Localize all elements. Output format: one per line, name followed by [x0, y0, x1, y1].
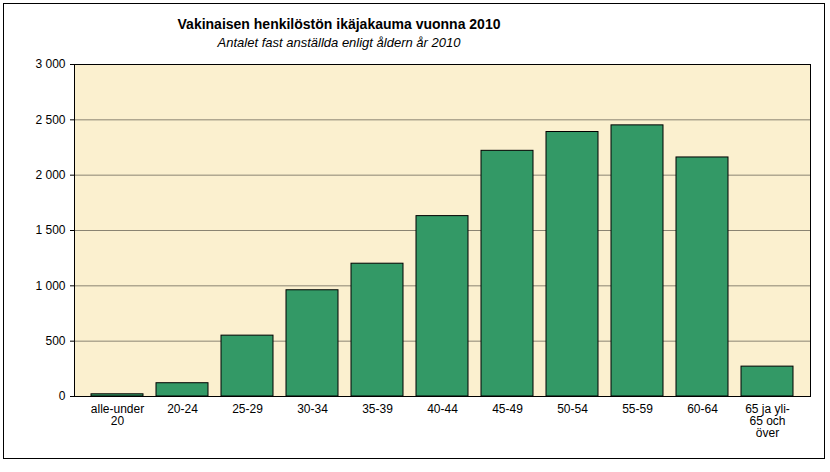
svg-text:35-39: 35-39: [362, 402, 393, 416]
svg-text:30-34: 30-34: [297, 402, 328, 416]
svg-text:1 000: 1 000: [35, 279, 65, 293]
svg-text:2 000: 2 000: [35, 168, 65, 182]
svg-text:55-59: 55-59: [622, 402, 653, 416]
svg-text:500: 500: [45, 334, 65, 348]
svg-text:3 000: 3 000: [35, 57, 65, 71]
svg-text:50-54: 50-54: [557, 402, 588, 416]
svg-text:40-44: 40-44: [427, 402, 458, 416]
html-text:Vakinaisen henkilöstön ikäjaka: Vakinaisen henkilöstön ikäjakauma vuonna…: [177, 16, 501, 32]
html-text:Antalet fast anställda enligt: Antalet fast anställda enligt åldern år …: [217, 35, 461, 50]
svg-text:45-49: 45-49: [492, 402, 523, 416]
svg-text:alle-under20: alle-under20: [91, 402, 144, 428]
svg-text:60-64: 60-64: [687, 402, 718, 416]
svg-text:2 500: 2 500: [35, 113, 65, 127]
svg-text:1 500: 1 500: [35, 223, 65, 237]
svg-text:0: 0: [59, 389, 66, 403]
svg-text:65 ja yli-65 ochöver: 65 ja yli-65 ochöver: [745, 402, 790, 440]
svg-text:20-24: 20-24: [167, 402, 198, 416]
svg-text:25-29: 25-29: [232, 402, 263, 416]
